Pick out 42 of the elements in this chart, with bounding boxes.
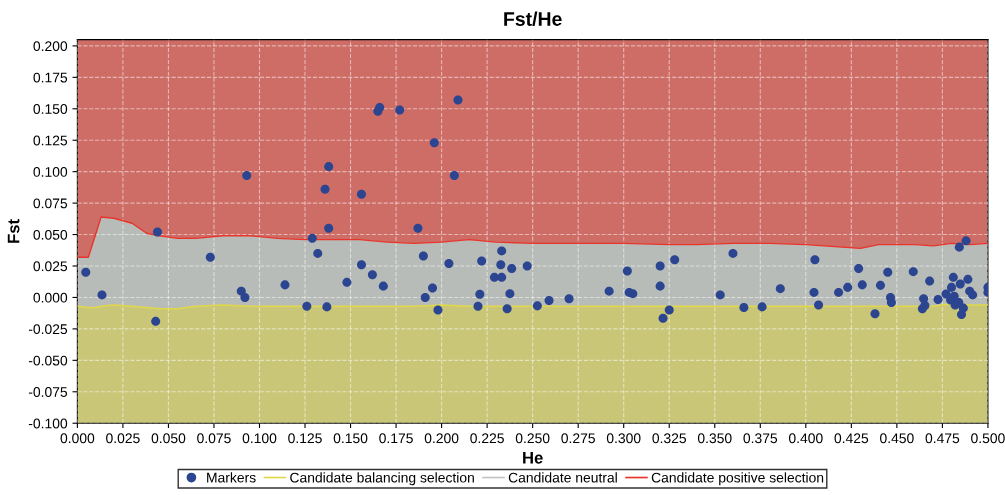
x-tick-label: 0.400 — [788, 433, 823, 444]
y-tick-label: 0.150 — [33, 104, 68, 114]
x-tick-label: 0.300 — [606, 433, 641, 444]
y-tick-label: 0.200 — [33, 41, 68, 52]
y-tick-label: 0.000 — [33, 292, 68, 303]
x-tick-label: 0.150 — [333, 433, 368, 444]
x-tick-label: 0.475 — [925, 433, 960, 444]
y-tick-label: 0.125 — [33, 135, 68, 146]
y-tick-label: 0.075 — [33, 198, 68, 209]
x-tick-label: 0.050 — [151, 433, 186, 444]
x-axis-title: He — [523, 452, 543, 464]
x-tick-label: 0.200 — [424, 433, 459, 444]
legend-label: Candidate positive selection — [651, 472, 824, 486]
x-tick-label: 0.425 — [834, 433, 869, 444]
y-tick-label: -0.075 — [28, 387, 68, 397]
legend-label: Markers — [207, 472, 256, 483]
x-tick-label: 0.500 — [971, 433, 1005, 444]
y-tick-label: 0.025 — [33, 261, 68, 272]
x-tick-label: 0.225 — [470, 433, 504, 444]
x-tick-label: 0.125 — [288, 433, 322, 444]
y-tick-label: -0.025 — [28, 324, 68, 335]
x-tick-label: 0.000 — [60, 433, 95, 444]
x-tick-label: 0.350 — [697, 433, 732, 444]
y-tick-label: -0.100 — [28, 418, 68, 429]
x-tick-label: 0.275 — [561, 433, 595, 444]
y-tick-label: 0.050 — [33, 229, 68, 240]
y-tick-label: 0.100 — [33, 167, 68, 177]
x-tick-label: 0.175 — [379, 433, 413, 444]
x-tick-label: 0.025 — [106, 433, 140, 444]
line-series — [77, 216, 988, 258]
legend-label: Candidate neutral — [508, 472, 617, 483]
x-tick-label: 0.100 — [242, 433, 277, 444]
y-axis-title: Fst — [7, 219, 20, 243]
x-tick-label: 0.375 — [743, 433, 778, 444]
y-tick-label: -0.050 — [28, 355, 68, 366]
legend-label: Candidate balancing selection — [290, 472, 474, 486]
y-tick-label: 0.175 — [33, 72, 68, 83]
x-tick-label: 0.325 — [652, 433, 687, 444]
x-tick-label: 0.450 — [880, 433, 914, 444]
x-tick-label: 0.250 — [515, 433, 550, 444]
chart-title: Fst/He — [504, 11, 562, 27]
x-tick-label: 0.075 — [197, 433, 231, 444]
